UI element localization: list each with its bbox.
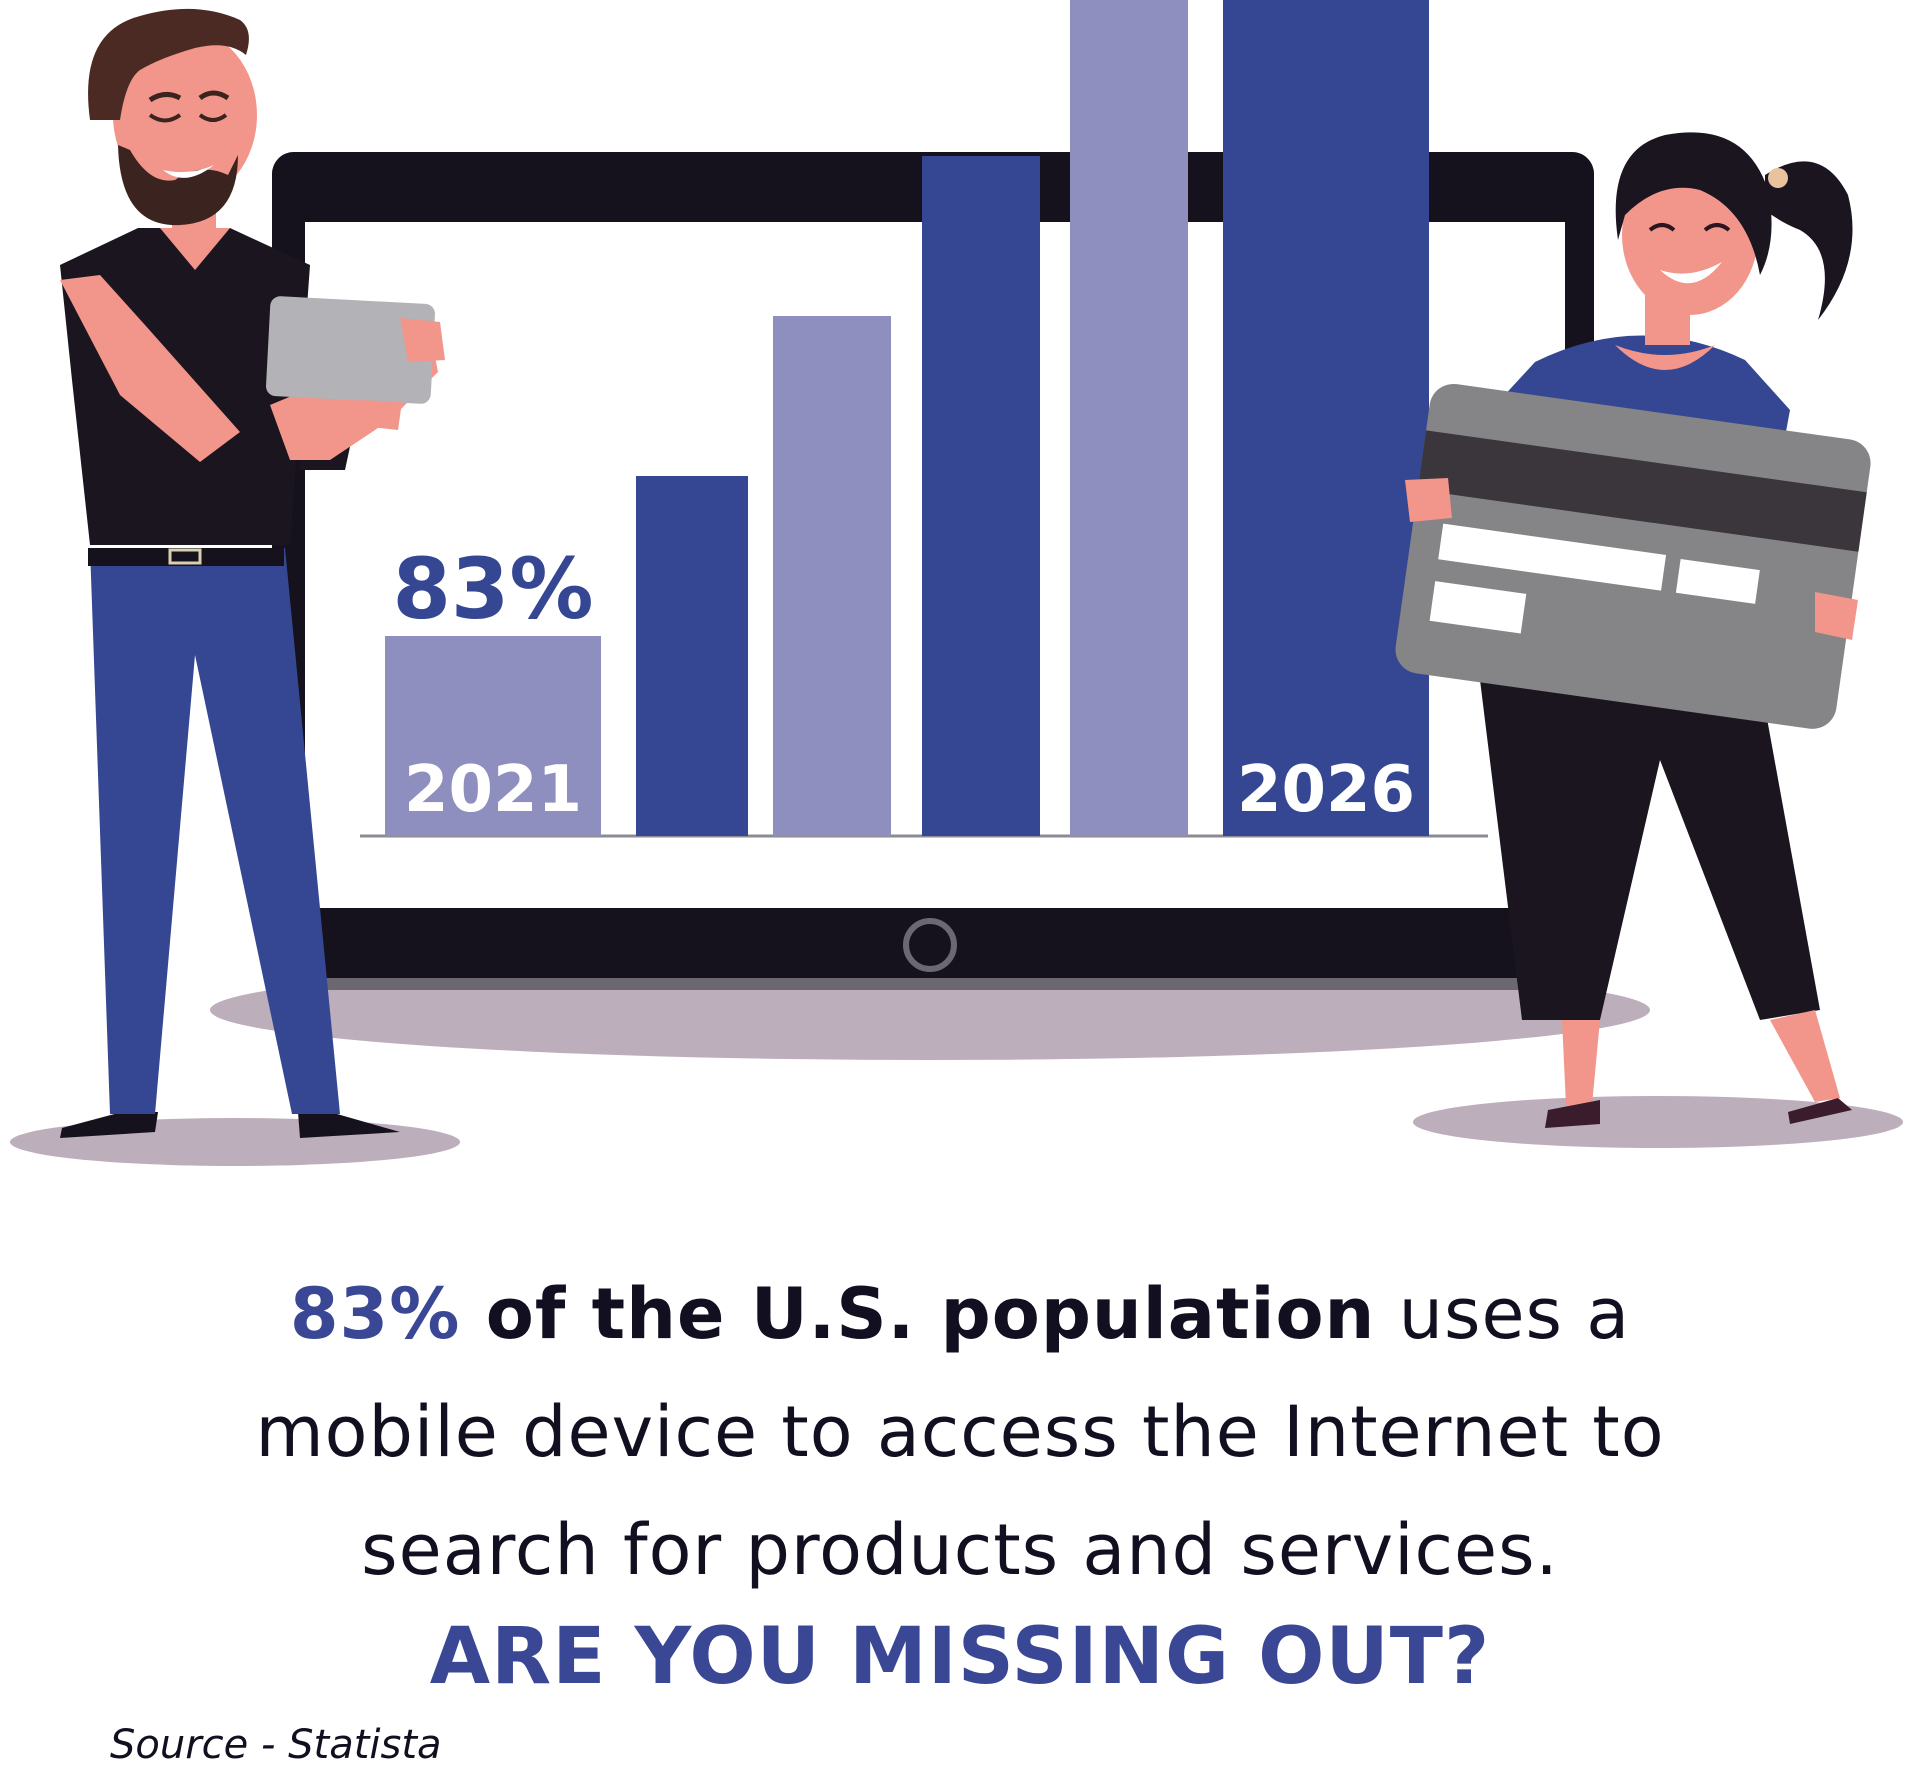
- call-to-action: ARE YOU MISSING OUT?: [429, 1612, 1491, 1702]
- credit-card-icon: [1395, 383, 1871, 729]
- headline-accent: 83%: [289, 1273, 461, 1355]
- bar-2022: [636, 476, 748, 836]
- headline-line-3: search for products and services.: [361, 1509, 1559, 1591]
- category-label-2021: 2021: [404, 753, 582, 827]
- category-label-2026: 2026: [1237, 753, 1415, 827]
- headline-line-1-rest: uses a: [1375, 1273, 1631, 1355]
- headline: 83% of the U.S. population uses a mobile…: [0, 1255, 1920, 1609]
- woman-shadow: [1413, 1096, 1903, 1148]
- bar-2021: [385, 636, 601, 836]
- bar-2024: [922, 156, 1040, 836]
- headline-line-2: mobile device to access the Internet to: [255, 1391, 1665, 1473]
- headline-line-1: 83% of the U.S. population uses a: [0, 1255, 1920, 1373]
- woman-figure: [1395, 132, 1871, 1128]
- handheld-tablet-icon: [266, 296, 435, 404]
- value-label-2021: 83%: [392, 540, 593, 638]
- source-note: Source - Statista: [110, 1722, 442, 1768]
- headline-strong: of the U.S. population: [460, 1273, 1376, 1355]
- bar-2026: [1223, 0, 1429, 836]
- bar-2023: [773, 316, 891, 836]
- bar-2025: [1070, 0, 1188, 836]
- home-button-icon: [903, 918, 957, 972]
- man-figure: [60, 8, 445, 1138]
